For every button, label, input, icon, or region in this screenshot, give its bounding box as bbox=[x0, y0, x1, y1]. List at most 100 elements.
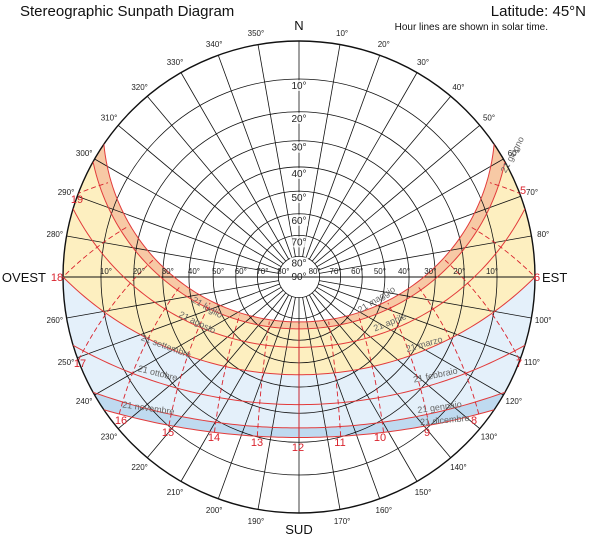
altitude-label: 20° bbox=[291, 114, 306, 125]
azimuth-line bbox=[94, 286, 282, 396]
hour-label: 12 bbox=[292, 442, 304, 454]
azimuth-label: 310° bbox=[101, 114, 118, 123]
hour-label: 15 bbox=[162, 427, 174, 439]
hour-line bbox=[118, 284, 182, 415]
hour-label: 14 bbox=[208, 432, 220, 444]
cardinal-south: SUD bbox=[285, 522, 312, 537]
hour-line bbox=[498, 127, 535, 131]
azimuth-label: 230° bbox=[101, 432, 118, 441]
azimuth-line bbox=[311, 292, 452, 459]
cardinal-east: EST bbox=[542, 270, 567, 285]
altitude-label-bg bbox=[290, 79, 308, 91]
azimuth-label: 200° bbox=[206, 506, 223, 515]
azimuth-line bbox=[319, 235, 532, 274]
hour-label: 8 bbox=[471, 415, 477, 427]
azimuth-line bbox=[305, 55, 381, 258]
altitude-label: 80° bbox=[291, 258, 306, 269]
azimuth-line bbox=[217, 296, 293, 499]
lateral-altitude-label: 20° bbox=[453, 267, 465, 276]
azimuth-label: 60° bbox=[508, 149, 520, 158]
azimuth-line bbox=[318, 195, 521, 271]
lateral-altitude-label: 60° bbox=[235, 267, 247, 276]
azimuth-line bbox=[117, 124, 284, 265]
azimuth-line bbox=[180, 294, 290, 482]
lateral-altitude-label: 80° bbox=[309, 267, 321, 276]
hour-label: 13 bbox=[251, 437, 263, 449]
lateral-altitude-label: 30° bbox=[162, 267, 174, 276]
hour-line bbox=[387, 302, 430, 426]
azimuth-label: 100° bbox=[535, 316, 552, 325]
altitude-label-bg bbox=[290, 192, 308, 204]
azimuth-line bbox=[316, 286, 504, 396]
altitude-label: 70° bbox=[291, 237, 306, 248]
azimuth-line bbox=[146, 95, 287, 262]
azimuth-label: 10° bbox=[336, 29, 348, 38]
hour-line bbox=[470, 226, 535, 324]
lateral-altitude-label: 50° bbox=[374, 267, 386, 276]
hour-label: 7 bbox=[516, 358, 522, 370]
lateral-altitude-label: 70° bbox=[330, 267, 342, 276]
winter-band bbox=[63, 363, 535, 438]
azimuth-label: 20° bbox=[378, 40, 390, 49]
hour-label: 18 bbox=[51, 272, 63, 284]
lateral-altitude-label: 50° bbox=[212, 267, 224, 276]
azimuth-label: 70° bbox=[526, 188, 538, 197]
azimuth-label: 250° bbox=[58, 358, 75, 367]
azimuth-line bbox=[77, 195, 280, 271]
hour-line bbox=[328, 321, 342, 437]
hour-label: 9 bbox=[424, 427, 430, 439]
hour-line bbox=[256, 321, 270, 437]
azimuth-label: 320° bbox=[131, 83, 148, 92]
date-label: 21 giugno bbox=[499, 135, 526, 175]
seasonal-bands bbox=[63, 51, 535, 438]
hour-line bbox=[63, 127, 100, 131]
azimuth-line bbox=[308, 294, 418, 482]
azimuth-line bbox=[257, 297, 296, 510]
lateral-altitude-label: 10° bbox=[100, 267, 112, 276]
azimuth-label: 220° bbox=[131, 463, 148, 472]
altitude-label-bg bbox=[290, 214, 308, 226]
hour-label: 10 bbox=[374, 432, 386, 444]
lateral-altitude-label: 60° bbox=[351, 267, 363, 276]
azimuth-label: 280° bbox=[47, 230, 64, 239]
hour-label: 16 bbox=[115, 415, 127, 427]
hour-line bbox=[63, 226, 128, 324]
azimuth-label: 300° bbox=[76, 149, 93, 158]
azimuth-line bbox=[66, 235, 279, 274]
azimuth-line bbox=[66, 280, 279, 319]
lateral-altitude-label: 30° bbox=[424, 267, 436, 276]
azimuth-label: 140° bbox=[450, 463, 467, 472]
azimuth-label: 160° bbox=[376, 506, 393, 515]
altitude-label: 90° bbox=[291, 272, 306, 283]
azimuth-label: 40° bbox=[452, 83, 464, 92]
polar-grid bbox=[62, 40, 536, 514]
azimuth-label: 30° bbox=[417, 58, 429, 67]
azimuth-line bbox=[318, 283, 521, 359]
azimuth-label: 50° bbox=[483, 114, 495, 123]
summer-inner-band bbox=[63, 74, 535, 375]
date-label: 21 dicembre bbox=[420, 413, 470, 427]
hour-line bbox=[168, 302, 211, 426]
azimuth-label: 120° bbox=[506, 397, 523, 406]
azimuth-line bbox=[314, 124, 481, 265]
hour-label: 19 bbox=[71, 194, 83, 206]
azimuth-line bbox=[257, 44, 296, 257]
azimuth-line bbox=[311, 95, 452, 262]
azimuth-label: 260° bbox=[47, 316, 64, 325]
azimuth-label: 350° bbox=[248, 29, 265, 38]
azimuth-label: 110° bbox=[524, 358, 540, 367]
azimuth-label: 210° bbox=[167, 488, 184, 497]
altitude-label-bg bbox=[290, 257, 308, 269]
azimuth-line bbox=[316, 158, 504, 268]
winter-inner-band bbox=[63, 217, 535, 428]
sun-path bbox=[102, 51, 496, 323]
azimuth-label: 290° bbox=[58, 188, 75, 197]
lateral-altitude-label: 40° bbox=[188, 267, 200, 276]
azimuth-line bbox=[319, 280, 532, 319]
azimuth-label: 170° bbox=[334, 517, 351, 526]
azimuth-label: 150° bbox=[415, 488, 432, 497]
lateral-altitude-label: 70° bbox=[256, 267, 268, 276]
altitude-label: 60° bbox=[291, 216, 306, 227]
lateral-altitude-label: 40° bbox=[398, 267, 410, 276]
cardinal-north: N bbox=[294, 18, 303, 33]
